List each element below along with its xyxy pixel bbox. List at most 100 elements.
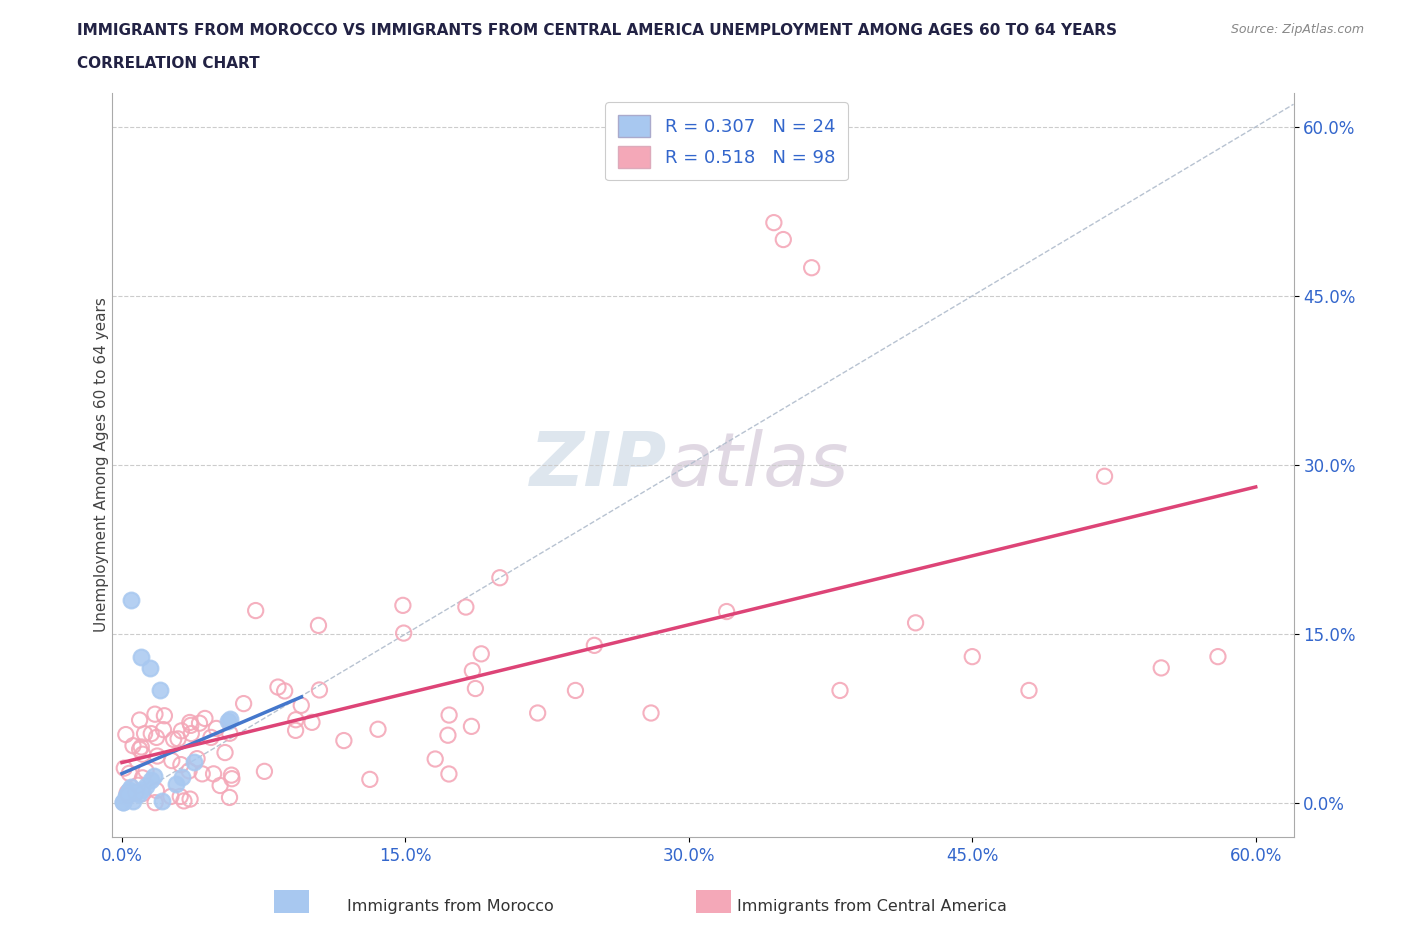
Point xyxy=(115,789,138,804)
Point xyxy=(120,592,142,607)
Point xyxy=(461,663,484,678)
Point xyxy=(115,785,138,800)
Point xyxy=(120,779,142,794)
Point xyxy=(308,683,330,698)
Point xyxy=(127,777,149,792)
Point xyxy=(526,706,548,721)
Point xyxy=(267,680,290,695)
Point xyxy=(245,604,267,618)
Point xyxy=(194,711,217,726)
Point xyxy=(333,733,356,748)
Point xyxy=(146,749,169,764)
Point xyxy=(800,260,823,275)
Point xyxy=(425,751,447,766)
Point xyxy=(191,766,214,781)
Point xyxy=(115,787,138,802)
Point xyxy=(772,232,794,247)
Text: Immigrants from Morocco: Immigrants from Morocco xyxy=(346,899,554,914)
Point xyxy=(173,793,195,808)
Point xyxy=(437,728,460,743)
Point xyxy=(143,795,166,810)
Point xyxy=(160,789,183,804)
Point xyxy=(202,766,225,781)
Point xyxy=(218,790,240,804)
Point xyxy=(141,726,163,741)
Point xyxy=(217,713,239,728)
Point xyxy=(1150,660,1173,675)
Point xyxy=(122,793,145,808)
Point xyxy=(135,778,157,793)
Point xyxy=(129,739,152,754)
Point xyxy=(139,660,162,675)
Point xyxy=(132,786,155,801)
Point xyxy=(162,732,184,747)
Point xyxy=(132,747,155,762)
Point xyxy=(128,742,150,757)
Point xyxy=(143,768,166,783)
Point xyxy=(359,772,381,787)
Point xyxy=(221,767,243,782)
Point xyxy=(962,649,984,664)
Point xyxy=(564,683,586,698)
Text: Source: ZipAtlas.com: Source: ZipAtlas.com xyxy=(1230,23,1364,36)
Point xyxy=(392,626,415,641)
Point xyxy=(165,777,187,791)
Point xyxy=(583,638,606,653)
Point xyxy=(145,783,167,798)
Point xyxy=(308,618,330,632)
Y-axis label: Unemployment Among Ages 60 to 64 years: Unemployment Among Ages 60 to 64 years xyxy=(94,298,108,632)
Point xyxy=(253,764,276,778)
Point xyxy=(112,761,135,776)
Text: Immigrants from Central America: Immigrants from Central America xyxy=(737,899,1007,914)
Point xyxy=(169,789,191,804)
Point xyxy=(219,711,242,726)
Point xyxy=(152,723,174,737)
Point xyxy=(118,782,141,797)
Point xyxy=(1206,649,1229,664)
Point xyxy=(150,793,173,808)
Point xyxy=(114,727,136,742)
Point xyxy=(205,721,228,736)
Point xyxy=(180,718,202,733)
Point xyxy=(762,215,785,230)
Point xyxy=(464,681,486,696)
Point xyxy=(170,724,193,738)
Point xyxy=(167,731,190,746)
Point xyxy=(828,683,851,698)
Legend: R = 0.307   N = 24, R = 0.518   N = 98: R = 0.307 N = 24, R = 0.518 N = 98 xyxy=(605,102,848,180)
Point xyxy=(392,598,415,613)
Point xyxy=(179,791,201,806)
Point xyxy=(437,766,460,781)
Point xyxy=(135,764,157,778)
Point xyxy=(460,719,482,734)
Point xyxy=(117,788,139,803)
Point xyxy=(128,787,150,802)
Point xyxy=(188,716,211,731)
Point xyxy=(273,684,295,698)
Text: IMMIGRANTS FROM MOROCCO VS IMMIGRANTS FROM CENTRAL AMERICA UNEMPLOYMENT AMONG AG: IMMIGRANTS FROM MOROCCO VS IMMIGRANTS FR… xyxy=(77,23,1118,38)
Point xyxy=(183,755,205,770)
Point xyxy=(218,725,240,740)
Point xyxy=(177,764,200,778)
Point xyxy=(180,726,202,741)
Point xyxy=(716,604,738,619)
Point xyxy=(284,723,307,737)
Point xyxy=(149,683,172,698)
Point xyxy=(209,778,232,793)
Point xyxy=(186,751,208,766)
Point xyxy=(131,770,153,785)
Point xyxy=(118,766,141,781)
Point xyxy=(170,770,193,785)
Point xyxy=(143,707,166,722)
Point xyxy=(290,698,312,712)
Point xyxy=(489,570,512,585)
Text: ZIP: ZIP xyxy=(530,429,668,501)
Point xyxy=(284,712,307,727)
Point xyxy=(170,757,193,772)
Point xyxy=(367,722,389,737)
Point xyxy=(470,646,492,661)
Point xyxy=(221,771,243,786)
Point xyxy=(904,616,927,631)
Point xyxy=(232,697,254,711)
Point xyxy=(454,600,477,615)
